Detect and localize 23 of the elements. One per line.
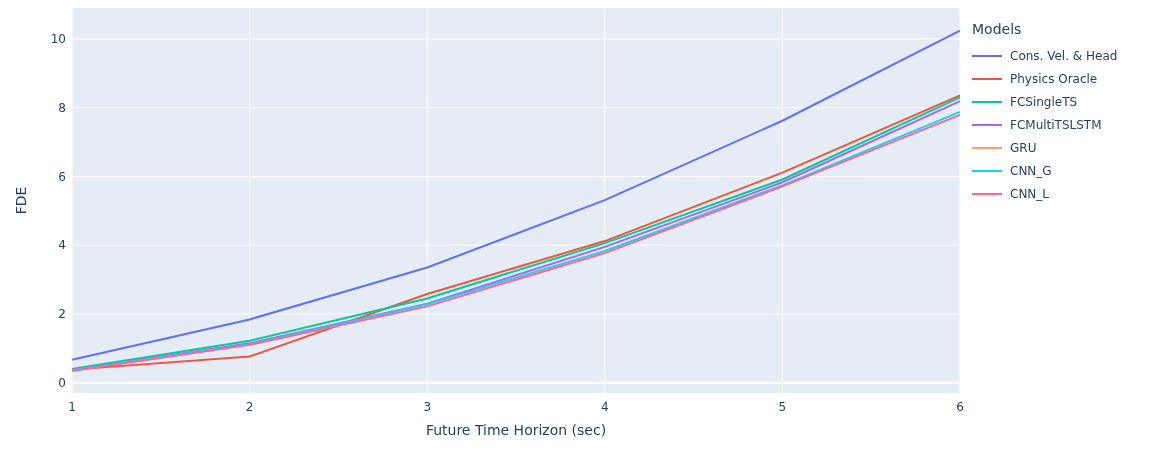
y-tick-label: 2 — [58, 307, 66, 322]
legend-title: Models — [972, 21, 1022, 37]
line-series — [71, 29, 961, 361]
legend-label: CNN_L — [1010, 187, 1050, 202]
x-tick-label: 2 — [245, 400, 254, 414]
x-tick-label: 5 — [778, 400, 787, 414]
x-axis-title: Future Time Horizon (sec) — [425, 422, 607, 438]
x-tick-label: 3 — [423, 400, 432, 414]
legend-label: FCSingleTS — [1010, 95, 1078, 110]
y-tick-label: 10 — [50, 32, 66, 47]
x-tick-label: 1 — [68, 400, 76, 414]
legend-label: GRU — [1010, 141, 1037, 156]
legend-label: Physics Oracle — [1010, 72, 1098, 87]
legend-label: Cons. Vel. & Head — [1010, 49, 1118, 64]
y-tick-label: 4 — [58, 238, 66, 253]
y-tick-label: 8 — [58, 100, 66, 115]
x-tick-label: 6 — [956, 400, 964, 414]
y-axis-title: FDE — [13, 186, 29, 215]
x-tick-label: 4 — [600, 400, 609, 414]
y-tick-label: 6 — [58, 169, 66, 184]
legend-label: FCMultiTSLSTM — [1010, 118, 1102, 133]
legend-label: CNN_G — [1010, 164, 1052, 179]
y-tick-label: 0 — [58, 375, 66, 390]
